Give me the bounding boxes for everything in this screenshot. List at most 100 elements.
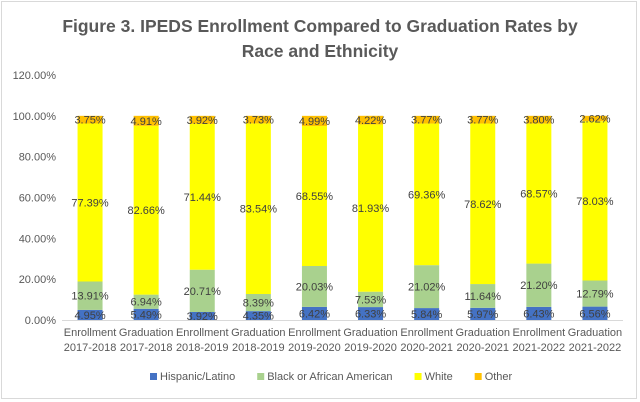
data-label: 7.53%	[355, 294, 386, 306]
x-tick-label: 2021-2022	[513, 342, 566, 354]
data-label: 6.43%	[523, 308, 554, 320]
bar-white	[414, 123, 440, 266]
data-label: 3.75%	[74, 115, 105, 127]
x-tick-label: Graduation	[231, 327, 285, 339]
legend-label: Black or African American	[267, 371, 392, 383]
y-tick-label: 120.00%	[13, 70, 57, 82]
data-label: 11.64%	[465, 291, 502, 303]
bar-other	[526, 115, 552, 124]
legend-swatch	[474, 373, 482, 380]
x-tick-label: 2019-2020	[344, 342, 397, 354]
x-tick-label: Enrollment	[400, 327, 453, 339]
y-tick-label: 40.00%	[19, 233, 57, 245]
bar-white	[301, 126, 327, 266]
data-label: 3.80%	[523, 115, 554, 127]
bar-black-or-african-american	[582, 280, 608, 307]
data-label: 71.44%	[184, 192, 222, 204]
bar-hispanic-latino	[414, 308, 440, 320]
bar-other	[414, 115, 440, 124]
x-tick-label: 2017-2018	[120, 342, 173, 354]
bar-hispanic-latino	[133, 308, 159, 320]
data-label: 3.92%	[187, 115, 218, 127]
bar-black-or-african-american	[358, 291, 384, 308]
x-tick-label: 2020-2021	[400, 342, 453, 354]
x-tick-label: Enrollment	[64, 327, 117, 339]
data-label: 2.62%	[579, 114, 610, 126]
legend-swatch	[257, 373, 265, 380]
data-label: 6.94%	[131, 297, 162, 309]
bar-other	[245, 115, 271, 124]
bar-other	[358, 115, 384, 125]
x-tick-label: Enrollment	[176, 327, 229, 339]
bar-black-or-african-american	[414, 265, 440, 309]
bar-white	[526, 123, 552, 264]
legend-label: Other	[485, 371, 513, 383]
data-label: 5.97%	[467, 309, 498, 321]
data-label: 78.03%	[576, 196, 614, 208]
y-tick-label: 60.00%	[19, 193, 57, 205]
legend-swatch	[150, 373, 157, 380]
bar-other	[189, 115, 215, 124]
data-label: 83.54%	[240, 204, 278, 216]
data-label: 4.99%	[299, 116, 330, 128]
legend-label: White	[425, 371, 453, 383]
y-tick-label: 80.00%	[19, 152, 57, 164]
x-tick-label: Graduation	[119, 327, 173, 339]
bar-black-or-african-american	[526, 263, 552, 307]
data-label: 6.42%	[299, 308, 330, 320]
x-tick-label: 2018-2019	[176, 342, 229, 354]
bar-hispanic-latino	[358, 307, 384, 320]
x-tick-label: Graduation	[568, 327, 622, 339]
bar-hispanic-latino	[582, 306, 608, 320]
bar-hispanic-latino	[301, 306, 327, 320]
bar-white	[582, 121, 608, 281]
bar-white	[133, 125, 159, 295]
data-label: 6.33%	[355, 309, 386, 321]
bar-white	[77, 123, 103, 282]
x-tick-label: Enrollment	[288, 327, 341, 339]
data-label: 13.91%	[71, 291, 109, 303]
bar-hispanic-latino	[526, 306, 552, 320]
x-tick-label: 2018-2019	[232, 342, 285, 354]
data-label: 81.93%	[352, 203, 390, 215]
bar-black-or-african-american	[189, 269, 215, 312]
y-tick-label: 100.00%	[13, 111, 57, 123]
data-label: 69.36%	[408, 189, 446, 201]
x-tick-label: 2019-2020	[288, 342, 341, 354]
bar-black-or-african-american	[301, 265, 327, 307]
x-tick-label: 2021-2022	[569, 342, 622, 354]
data-label: 5.84%	[411, 309, 442, 321]
x-tick-label: Graduation	[343, 327, 397, 339]
data-label: 4.22%	[355, 115, 386, 127]
data-label: 78.62%	[464, 199, 502, 211]
data-label: 8.39%	[243, 298, 274, 310]
bar-hispanic-latino	[189, 311, 215, 320]
data-label: 3.73%	[243, 115, 274, 127]
bar-hispanic-latino	[245, 311, 271, 320]
data-label: 4.35%	[243, 311, 274, 323]
data-label: 20.03%	[296, 281, 334, 293]
data-label: 68.55%	[296, 191, 334, 203]
bar-black-or-african-american	[470, 284, 496, 308]
bar-white	[470, 123, 496, 285]
bar-other	[470, 115, 496, 124]
bar-other	[77, 115, 103, 124]
y-tick-label: 20.00%	[19, 274, 57, 286]
data-label: 12.79%	[576, 289, 614, 301]
data-label: 4.91%	[131, 116, 162, 128]
x-tick-label: Graduation	[456, 327, 510, 339]
x-tick-label: 2017-2018	[64, 342, 117, 354]
bar-other	[582, 115, 608, 122]
data-label: 5.49%	[131, 309, 162, 321]
data-label: 82.66%	[127, 205, 165, 217]
bar-hispanic-latino	[77, 309, 103, 320]
x-tick-label: 2020-2021	[456, 342, 509, 354]
bar-black-or-african-american	[133, 294, 159, 309]
chart-title: Figure 3. IPEDS Enrollment Compared to G…	[62, 16, 578, 61]
data-label: 68.57%	[520, 189, 558, 201]
bar-white	[358, 124, 384, 292]
bar-hispanic-latino	[470, 307, 496, 320]
legend-swatch	[414, 373, 422, 380]
data-label: 77.39%	[71, 197, 109, 209]
